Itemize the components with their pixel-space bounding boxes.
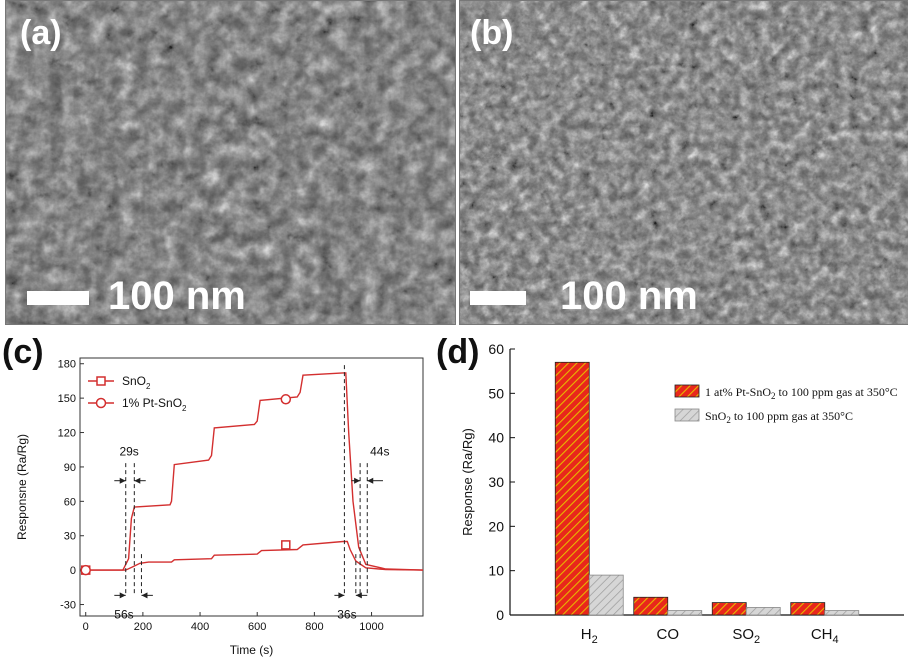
chart-c-arrow-head bbox=[338, 592, 345, 599]
sem-image-a bbox=[5, 0, 456, 325]
chart-d-ytick-label: 50 bbox=[488, 385, 504, 401]
chart-c-frame bbox=[79, 357, 424, 617]
chart-d-legend-sno2: SnO2 to 100 ppm gas at 350°C bbox=[705, 409, 853, 425]
chart-d-bar bbox=[554, 361, 590, 616]
chart-d-bar bbox=[711, 602, 747, 616]
selectivity-bar-chart: 0 10 20 30 40 50 60 H2 CO SO2 CH4 1 at% Pt-SnO2 t… bbox=[460, 341, 904, 646]
chart-c-ytick-label: 120 bbox=[58, 428, 76, 440]
chart-d-legend-swatch-gray bbox=[674, 408, 700, 422]
scale-text-b: 100 nm bbox=[560, 274, 698, 318]
chart-c-arrow-head bbox=[119, 477, 126, 484]
chart-d-bar bbox=[667, 610, 703, 616]
chart-c-ytick-label: 150 bbox=[58, 393, 76, 405]
chart-c-annot-29s: 29s bbox=[119, 444, 138, 458]
chart-c-xtick-label: 1000 bbox=[359, 621, 383, 633]
scale-bar-b bbox=[470, 291, 526, 305]
chart-c-ytick-label: 30 bbox=[64, 531, 76, 543]
chart-d-category-label: CO bbox=[657, 626, 680, 643]
chart-c-arrow-head bbox=[354, 477, 361, 484]
chart-d-ytick-label: 60 bbox=[488, 341, 504, 357]
chart-c-ytick-label: 60 bbox=[64, 496, 76, 508]
chart-c-ytick-label: 90 bbox=[64, 462, 76, 474]
chart-c-legend-marker-circle bbox=[95, 397, 107, 409]
chart-c-ytick-label: -30 bbox=[60, 600, 76, 612]
panel-label-b: (b) bbox=[470, 14, 514, 52]
chart-d-ytick-label: 0 bbox=[496, 607, 504, 623]
chart-c-marker bbox=[80, 564, 91, 576]
chart-d-bar bbox=[745, 607, 781, 616]
scale-bar-a bbox=[27, 291, 89, 305]
chart-c-xtick-label: 0 bbox=[83, 621, 89, 633]
sem-texture-b bbox=[460, 1, 908, 324]
chart-c-arrow-head bbox=[134, 477, 141, 484]
chart-c-arrow-head bbox=[119, 592, 126, 599]
chart-c-annot-56s: 56s bbox=[114, 607, 133, 621]
panel-label-d: (d) bbox=[436, 333, 480, 371]
scale-text-a: 100 nm bbox=[108, 274, 246, 318]
chart-c-xtick-label: 800 bbox=[305, 621, 323, 633]
chart-c-annot-36s: 36s bbox=[337, 607, 356, 621]
chart-c-ylabel: Responsne (Ra/Rg) bbox=[15, 434, 29, 540]
chart-d-legend-pt: 1 at% Pt-SnO2 to 100 ppm gas at 350°C bbox=[705, 385, 898, 401]
chart-c-marker bbox=[281, 540, 291, 550]
sem-image-b bbox=[459, 0, 908, 325]
chart-c-xtick-label: 400 bbox=[191, 621, 209, 633]
sem-texture-a bbox=[6, 1, 455, 324]
chart-c-arrow-head bbox=[355, 592, 362, 599]
chart-c-legend-pt: 1% Pt-SnO2 bbox=[122, 396, 187, 413]
chart-d-ylabel: Response (Ra/Rg) bbox=[460, 428, 475, 536]
chart-c-xtick-label: 200 bbox=[134, 621, 152, 633]
chart-c-xtick-label: 600 bbox=[248, 621, 266, 633]
response-time-chart: 0 200 400 600 800 1000 -30 0 30 60 90 120 150 180 29s… bbox=[15, 357, 424, 657]
chart-d-ytick-label: 10 bbox=[488, 563, 504, 579]
chart-c-ytick-label: 0 bbox=[70, 565, 76, 577]
chart-d-bar bbox=[633, 596, 669, 616]
chart-c-legend-marker-square bbox=[96, 376, 106, 386]
chart-d-ytick-label: 30 bbox=[488, 474, 504, 490]
chart-c-ytick-label: 180 bbox=[58, 359, 76, 371]
chart-d-category-label: SO2 bbox=[732, 626, 760, 646]
chart-d-bar bbox=[824, 610, 860, 616]
chart-c-legend-sno2: SnO2 bbox=[122, 374, 151, 391]
chart-c-annot-44s: 44s bbox=[370, 444, 389, 458]
chart-d-ytick-label: 40 bbox=[488, 430, 504, 446]
chart-d-category-label: CH4 bbox=[811, 626, 839, 646]
chart-c-arrow-head bbox=[367, 477, 374, 484]
chart-c-xlabel: Time (s) bbox=[230, 643, 274, 657]
chart-d-legend-swatch-red bbox=[674, 384, 700, 398]
chart-c-arrow-head bbox=[141, 592, 148, 599]
chart-d-ytick-label: 20 bbox=[488, 518, 504, 534]
panel-label-c: (c) bbox=[2, 333, 44, 371]
panel-label-a: (a) bbox=[20, 14, 62, 52]
chart-d-bar bbox=[588, 574, 624, 616]
chart-c-marker bbox=[280, 394, 292, 405]
chart-d-bar bbox=[790, 602, 826, 616]
chart-d-category-label: H2 bbox=[581, 626, 598, 646]
